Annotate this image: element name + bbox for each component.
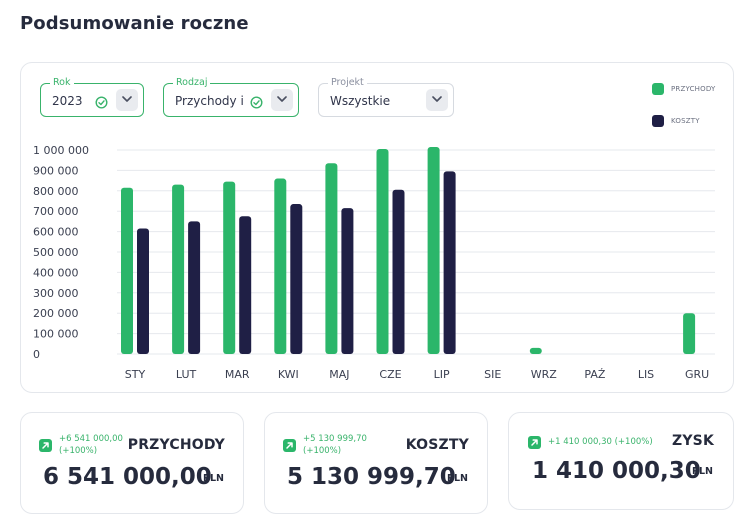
chart-card: Rok 2023 Rodzaj Przychody i Projekt Wszy… (20, 62, 734, 393)
kpi-delta-percent: (+100%) (59, 446, 98, 456)
project-select[interactable]: Projekt Wszystkie (318, 77, 454, 117)
bar-przychody (376, 148, 389, 354)
x-tick-label: GRU (685, 368, 709, 381)
project-select-value: Wszystkie (330, 94, 391, 108)
legend-swatch (652, 115, 664, 127)
kpi-delta: +1 410 000,30 (+100%) (548, 437, 653, 447)
chevron-down-icon[interactable] (116, 89, 138, 111)
x-tick-label: PAŹ (584, 368, 605, 381)
page-title: Podsumowanie roczne (20, 13, 249, 34)
x-tick-label: WRZ (531, 368, 558, 381)
year-select-label: Rok (50, 77, 74, 89)
kpi-currency: PLN (447, 473, 468, 484)
bar-chart: 0 100 000 200 000 300 000 400 000 500 000 600 … (33, 144, 715, 381)
check-circle-icon (95, 94, 108, 109)
kpi-amount: 6 541 000,00 (43, 464, 212, 490)
x-tick-label: MAJ (329, 368, 349, 381)
y-tick-label: 700 000 (33, 205, 79, 218)
kpi-card-profit: +1 410 000,30 (+100%) ZYSK 1 410 000,30 … (508, 412, 734, 510)
legend-label: KOSZTY (671, 117, 700, 125)
bar-koszty (341, 208, 354, 354)
bar-przychody (325, 163, 338, 354)
x-tick-label: LIP (434, 368, 450, 381)
kpi-currency: PLN (692, 466, 713, 477)
type-select-label: Rodzaj (173, 77, 211, 89)
y-tick-label: 100 000 (33, 328, 79, 341)
kpi-amount: 1 410 000,30 (532, 458, 701, 484)
kpi-name: PRZYCHODY (127, 437, 225, 453)
chevron-down-icon[interactable] (271, 89, 293, 111)
check-circle-icon (250, 94, 263, 109)
bar-przychody (529, 347, 542, 354)
legend-item-revenue[interactable]: PRZYCHODY (652, 83, 716, 95)
type-select[interactable]: Rodzaj Przychody i (163, 77, 299, 117)
x-tick-label: CZE (379, 368, 401, 381)
year-select[interactable]: Rok 2023 (40, 77, 144, 117)
kpi-delta-percent: (+100%) (303, 446, 342, 456)
bar-przychody (683, 313, 696, 354)
bar-przychody (121, 187, 133, 354)
chevron-down-icon[interactable] (426, 89, 448, 111)
y-tick-label: 500 000 (33, 246, 79, 259)
y-tick-label: 300 000 (33, 287, 79, 300)
kpi-amount: 5 130 999,70 (287, 464, 456, 490)
bar-przychody (172, 184, 185, 354)
y-tick-label: 0 (33, 348, 40, 361)
bar-koszty (290, 204, 303, 354)
bar-koszty (443, 171, 456, 354)
type-select-value: Przychody i (175, 94, 244, 108)
x-tick-label: LUT (176, 368, 197, 381)
legend-swatch (652, 83, 664, 95)
x-tick-label: MAR (225, 368, 250, 381)
project-select-label: Projekt (328, 77, 367, 89)
y-tick-label: 200 000 (33, 307, 79, 320)
bar-koszty (188, 221, 201, 354)
kpi-card-revenue: +6 541 000,00 (+100%) PRZYCHODY 6 541 00… (20, 412, 244, 514)
y-tick-label: 400 000 (33, 266, 79, 279)
kpi-name: ZYSK (671, 433, 714, 449)
y-tick-label: 900 000 (33, 164, 79, 177)
x-tick-label: STY (125, 368, 146, 381)
legend-label: PRZYCHODY (671, 85, 716, 93)
trend-up-icon (39, 439, 52, 452)
bar-koszty (239, 216, 252, 354)
bar-przychody (274, 178, 287, 354)
bar-koszty (392, 189, 405, 354)
bar-przychody (223, 181, 236, 354)
kpi-delta: +6 541 000,00 (59, 434, 123, 444)
kpi-name: KOSZTY (405, 437, 469, 453)
kpi-delta: +5 130 999,70 (303, 434, 367, 444)
legend-item-costs[interactable]: KOSZTY (652, 115, 700, 127)
y-tick-label: 1 000 000 (33, 144, 89, 157)
x-tick-label: KWI (278, 368, 299, 381)
kpi-currency: PLN (203, 473, 224, 484)
y-tick-label: 600 000 (33, 226, 79, 239)
x-tick-label: SIE (484, 368, 501, 381)
kpi-card-costs: +5 130 999,70 (+100%) KOSZTY 5 130 999,7… (264, 412, 488, 514)
trend-up-icon (283, 439, 296, 452)
bar-koszty (137, 228, 149, 354)
trend-up-icon (528, 436, 541, 449)
year-select-value: 2023 (52, 94, 83, 108)
bar-przychody (427, 146, 440, 354)
x-tick-label: LIS (638, 368, 654, 381)
y-tick-label: 800 000 (33, 185, 79, 198)
